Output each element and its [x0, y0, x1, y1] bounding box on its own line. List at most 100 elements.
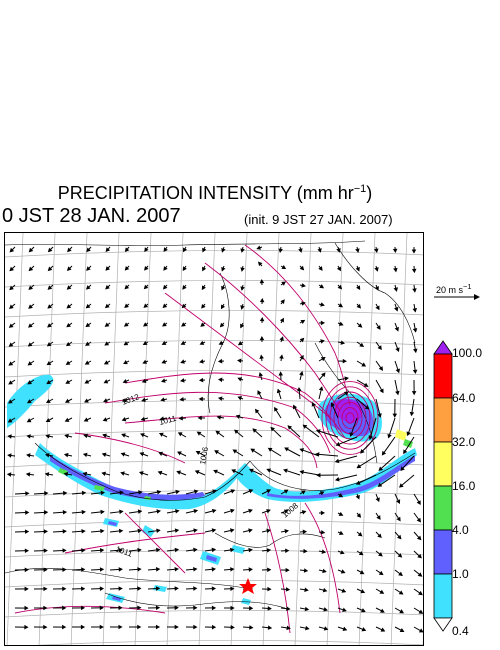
isobar-line: [124, 372, 346, 439]
wind-vector-head: [82, 452, 88, 458]
wind-vector-head: [46, 342, 52, 347]
wind-vector-head: [412, 328, 418, 333]
latitude-line: [5, 520, 423, 528]
wind-vector-head: [379, 589, 385, 594]
wind-vector-head: [343, 391, 349, 396]
wind-vector-head: [9, 285, 14, 291]
wind-vector-head: [24, 605, 29, 611]
wind-vector-head: [318, 386, 324, 391]
wind-vector-head: [398, 571, 403, 576]
wind-vector-head: [376, 325, 381, 330]
wind-vector-head: [25, 491, 30, 496]
wind-vector-head: [230, 508, 235, 514]
wind-vector-head: [303, 548, 308, 554]
wind-vector-head: [81, 529, 86, 534]
wind-vector-head: [99, 586, 105, 591]
wind-vector-head: [374, 248, 379, 253]
wind-vector-head: [24, 529, 30, 534]
colorbar-segment: [433, 441, 453, 487]
wind-vector-head: [8, 380, 13, 385]
wind-vector-head: [141, 378, 147, 383]
wind-vector-head: [105, 266, 110, 271]
wind-vector-head: [65, 379, 71, 384]
wind-vector-head: [105, 247, 111, 253]
wind-vector-head: [121, 416, 127, 422]
wind-vector-head: [394, 306, 399, 312]
wind-vector-head: [338, 493, 344, 498]
wind-vector: [316, 429, 339, 438]
wind-vector-head: [387, 433, 392, 439]
wind-vector-head: [163, 266, 168, 271]
title-exponent: −1: [353, 183, 367, 195]
wind-vector-head: [319, 491, 325, 496]
coastlines: [5, 240, 416, 609]
wind-vector-head: [304, 606, 310, 612]
wind-vector-head: [266, 468, 272, 473]
latitude-line: [5, 280, 423, 288]
wind-vector-head: [202, 266, 207, 272]
wind-vector-head: [368, 435, 373, 441]
wind-vector-head: [118, 567, 123, 572]
wind-vector-head: [6, 472, 12, 477]
wind-vector-head: [122, 378, 128, 384]
wind-vector-head: [9, 247, 15, 253]
wind-vector-head: [118, 528, 124, 534]
wind-vector-head: [118, 624, 123, 630]
wind-vector-head: [397, 534, 402, 540]
wind-vector-head: [237, 377, 243, 382]
wind-vector-head: [230, 605, 235, 611]
wind-vector-head: [43, 586, 48, 592]
wind-vector-head: [177, 451, 182, 456]
wind-vector-head: [194, 470, 200, 475]
wind-vector: [388, 417, 396, 438]
wind-vector-head: [283, 509, 289, 514]
wind-vector-head: [43, 567, 48, 573]
wind-vector-head: [45, 417, 51, 422]
wind-vector-head: [298, 248, 303, 253]
wind-vector-head: [249, 605, 254, 611]
wind-vector-head: [193, 547, 198, 553]
wind-vector-head: [237, 396, 243, 401]
wind-vector-head: [83, 417, 89, 422]
precip-dots-west: [58, 468, 151, 500]
wind-vector-head: [142, 340, 148, 345]
wind-vector-head: [342, 358, 347, 364]
wind-vector-head: [230, 567, 235, 572]
wind-vector-head: [211, 586, 217, 591]
wind-vector-head: [8, 323, 14, 328]
wind-vector-head: [286, 625, 291, 631]
wind-vector: [369, 417, 377, 440]
wind-vector-head: [84, 379, 90, 384]
colorbar-segment: [433, 485, 453, 531]
wind-vector-head: [123, 341, 129, 346]
wind-reference-text: 20 m s: [436, 285, 464, 295]
wind-vector: [378, 474, 396, 487]
wind-vector-head: [156, 528, 161, 534]
wind-vector-head: [142, 359, 148, 364]
wind-vector-head: [86, 266, 91, 271]
wind-vector-head: [376, 515, 381, 520]
colorbar-segment: [433, 397, 453, 443]
colorbar-level-label: 100.0: [452, 346, 483, 360]
longitude-line: [70, 233, 88, 645]
wind-vector-head: [374, 267, 379, 272]
wind-vector-head: [336, 266, 341, 272]
wind-vector-head: [161, 359, 167, 364]
wind-vector-head: [104, 341, 110, 346]
wind-vector-head: [361, 608, 366, 613]
isobar-line: [64, 532, 206, 554]
wind-vector-head: [175, 509, 180, 514]
wind-vector-head: [101, 471, 106, 477]
wind-vector-head: [393, 267, 398, 273]
wind-vector-head: [105, 284, 110, 290]
wind-vector-head: [416, 517, 421, 523]
wind-vector-head: [182, 285, 187, 290]
wind-vector-head: [359, 342, 365, 347]
isobars: [14, 244, 379, 634]
wind-vector-head: [198, 377, 204, 383]
precip-band-east-blue: [267, 455, 415, 499]
wind-vector-head: [182, 247, 188, 253]
wind-vector-head: [267, 567, 272, 573]
colorbar-segment: [433, 353, 453, 399]
title-close: ): [366, 183, 373, 203]
